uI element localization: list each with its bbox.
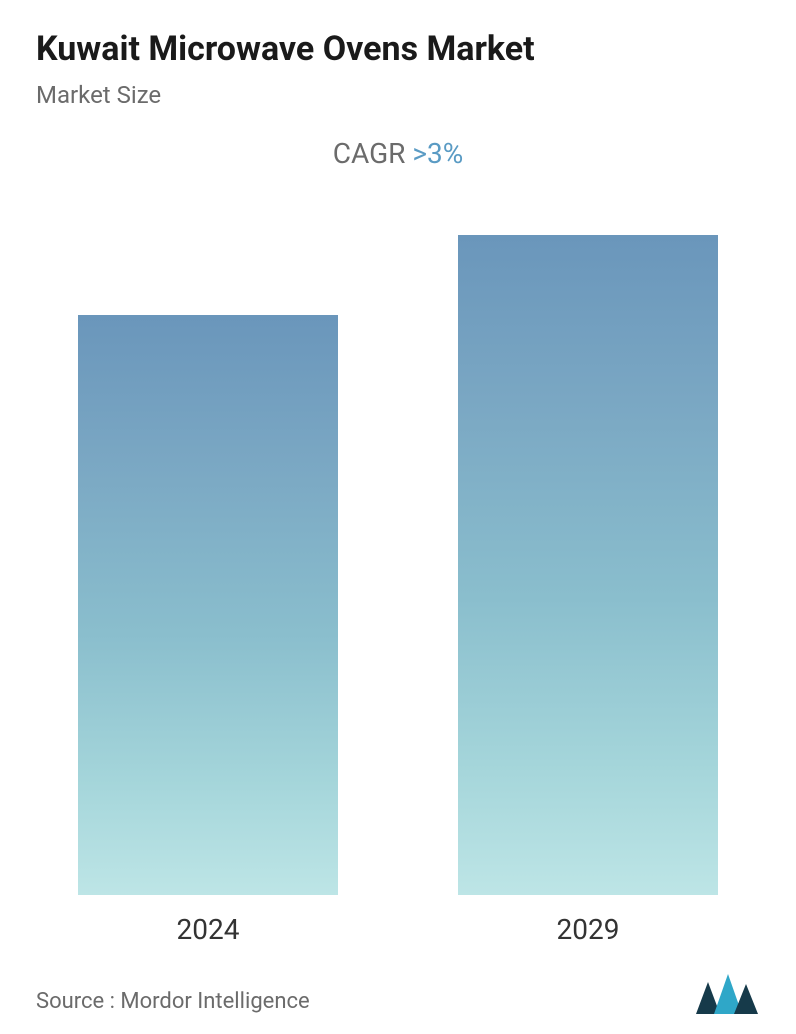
chart-title: Kuwait Microwave Ovens Market	[36, 28, 760, 71]
bar-chart: 2024 2029	[36, 170, 760, 947]
footer: Source : Mordor Intelligence	[36, 964, 760, 1014]
cagr-value: >3%	[412, 137, 463, 170]
bar-group-0: 2024	[78, 315, 338, 946]
source-text: Source : Mordor Intelligence	[36, 989, 310, 1014]
bar-label-1: 2029	[557, 913, 620, 946]
bar-group-1: 2029	[458, 235, 718, 946]
bar-label-0: 2024	[177, 913, 240, 946]
cagr-label: CAGR	[333, 137, 413, 170]
bar-1	[458, 235, 718, 895]
cagr-row: CAGR >3%	[36, 137, 760, 170]
chart-subtitle: Market Size	[36, 81, 760, 109]
chart-container: Kuwait Microwave Ovens Market Market Siz…	[0, 0, 796, 1034]
bar-0	[78, 315, 338, 895]
mordor-logo-icon	[696, 974, 760, 1014]
